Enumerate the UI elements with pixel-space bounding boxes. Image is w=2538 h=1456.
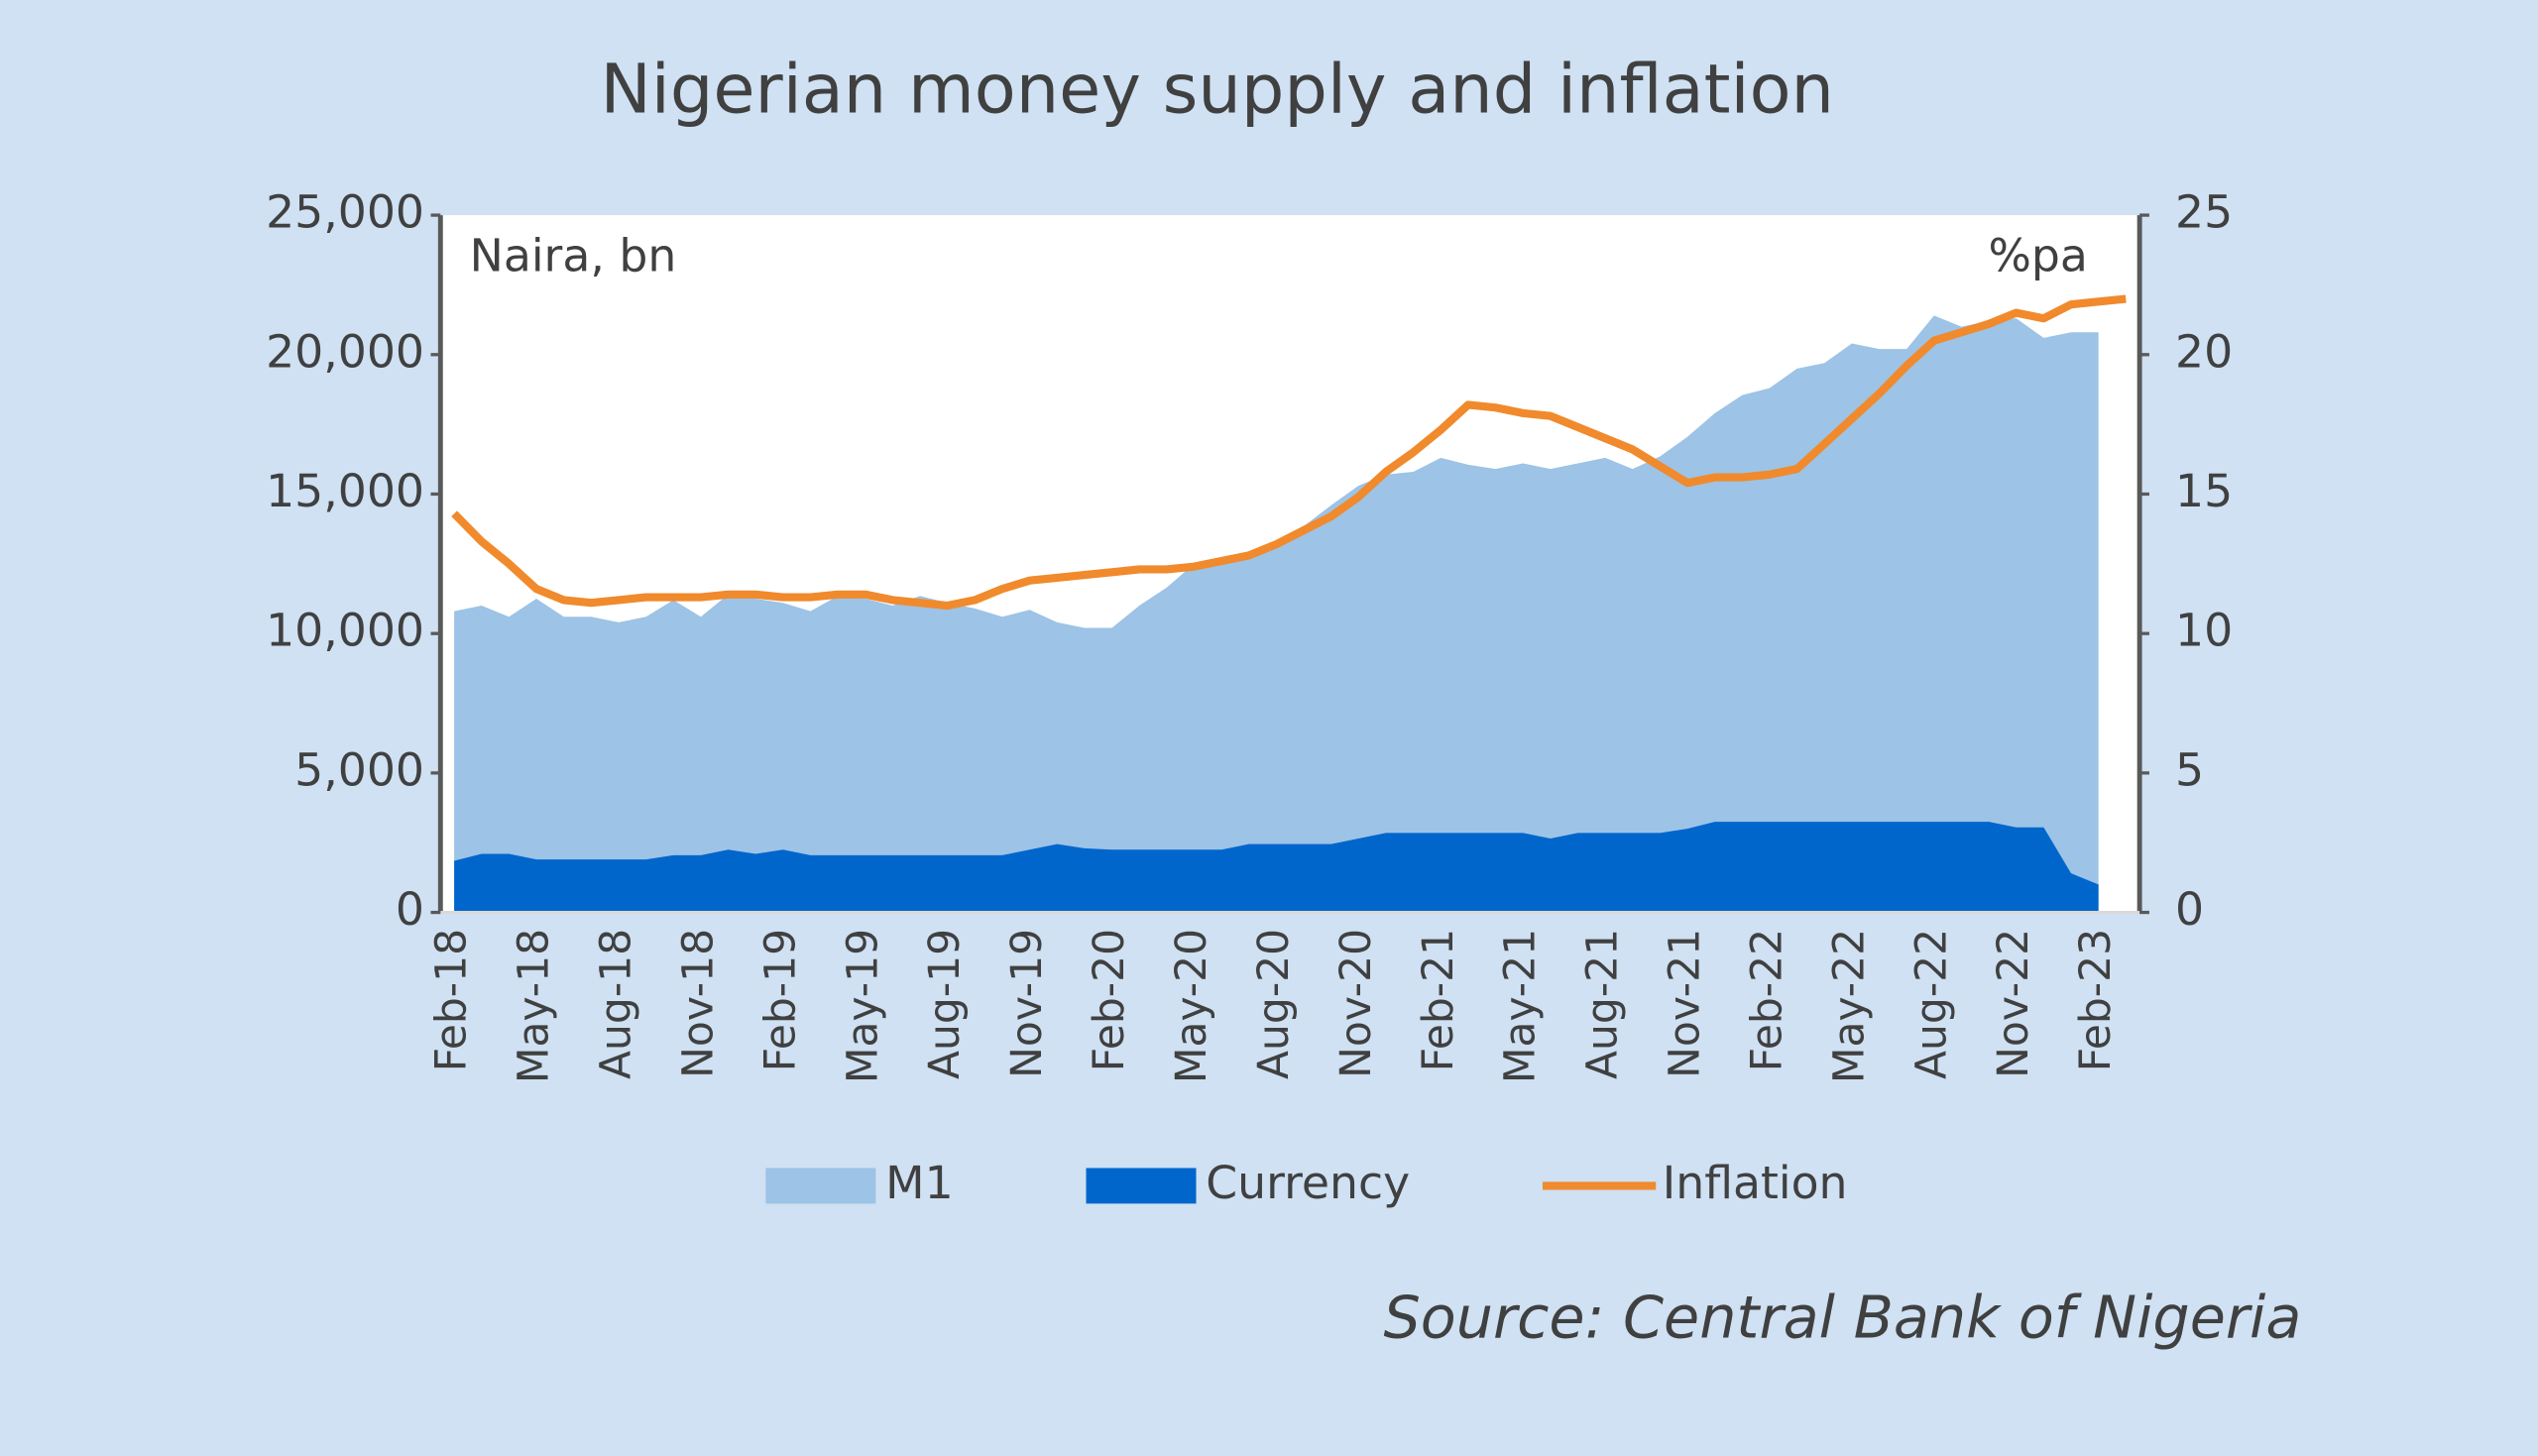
legend-swatch: [765, 1168, 876, 1204]
x-tick-label: Nov-22: [1990, 929, 2038, 1078]
y-tick-label: 5,000: [294, 743, 424, 796]
y-tick-label: 25,000: [266, 186, 424, 239]
x-tick-label: May-22: [1825, 929, 1874, 1083]
x-tick-label: May-21: [1497, 929, 1546, 1083]
x-tick-label: Feb-22: [1743, 929, 1791, 1071]
line: [451, 294, 2127, 611]
x-tick-label: Nov-19: [1003, 929, 1052, 1078]
area: [454, 822, 2099, 913]
legend-label: M1: [885, 1157, 954, 1209]
x-tick-label: Nov-20: [1332, 929, 1381, 1078]
y-tick-label: 15,000: [266, 465, 424, 517]
y-tick-label: 0: [396, 883, 424, 936]
y-tick-label: 20,000: [266, 325, 424, 378]
x-tick-label: Nov-21: [1662, 929, 1710, 1078]
x-tick-label: Aug-21: [1579, 929, 1628, 1079]
y2-axis-unit: %pa: [1988, 230, 2087, 282]
y2-tick-label: 20: [2175, 325, 2233, 378]
x-tick-label: May-18: [511, 929, 559, 1083]
x-tick-label: Aug-19: [921, 929, 970, 1079]
y2-tick-label: 0: [2175, 883, 2204, 936]
x-tick-label: Feb-19: [756, 929, 805, 1071]
x-tick-label: May-19: [839, 929, 887, 1083]
y-tick-label: 10,000: [266, 605, 424, 657]
marks: [451, 294, 2127, 913]
y2-tick-label: 5: [2175, 743, 2204, 796]
x-tick-label: Feb-23: [2072, 929, 2121, 1071]
x-tick-label: Feb-18: [428, 929, 477, 1071]
x-tick-label: Nov-18: [674, 929, 723, 1078]
x-tick-label: Feb-21: [1415, 929, 1463, 1071]
source-note: Source: Central Bank of Nigeria: [1383, 1284, 2301, 1352]
legend-label: Currency: [1206, 1157, 1410, 1209]
x-tick-label: May-20: [1168, 929, 1216, 1083]
x-tick-label: Aug-18: [592, 929, 640, 1079]
x-tick-label: Aug-20: [1250, 929, 1299, 1079]
y2-tick-label: 10: [2175, 605, 2233, 657]
x-tick-label: Feb-20: [1086, 929, 1134, 1071]
legend-swatch: [1086, 1168, 1197, 1204]
x-tick-label: Aug-22: [1907, 929, 1956, 1079]
legend-label: Inflation: [1663, 1157, 1848, 1209]
y2-tick-label: 25: [2175, 186, 2233, 239]
y2-tick-label: 15: [2175, 465, 2233, 517]
area: [454, 315, 2099, 913]
chart-title: Nigerian money supply and inflation: [601, 51, 1834, 130]
y-axis-unit: Naira, bn: [470, 230, 677, 282]
